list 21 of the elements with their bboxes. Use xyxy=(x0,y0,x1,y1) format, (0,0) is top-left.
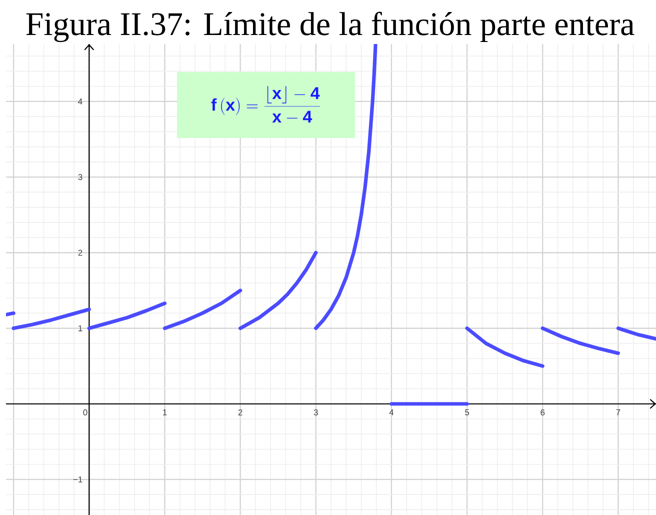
x-tick-label: 3 xyxy=(314,409,318,416)
x-tick-label: 4 xyxy=(389,409,394,416)
x-tick-label: 1 xyxy=(163,409,167,416)
line-series xyxy=(162,288,242,330)
line-series xyxy=(238,250,318,330)
annotation: $\mathbf{f}\,(\mathbf{x}) = \frac{\lfloor \mathbf{x} \rfloor - \mathbf{4}}{\mathbf{x} - \mathbf{4}}$ xyxy=(211,86,320,123)
y-tick-label: 2 xyxy=(78,250,82,256)
x-tick-label: 7 xyxy=(616,409,620,416)
chart-title: Figura II.37: Límite de la función parte entera xyxy=(26,12,634,42)
x-tick-label: 0 xyxy=(83,409,88,416)
line-series xyxy=(12,308,91,330)
x-tick-label: 6 xyxy=(540,409,545,416)
x-tick-label: 5 xyxy=(465,409,470,416)
y-tick-label: 1 xyxy=(78,325,82,332)
y-tick-label: 4 xyxy=(78,98,82,104)
y-tick-label: −1 xyxy=(73,476,82,482)
y-tick-label: 3 xyxy=(78,174,82,180)
x-tick-label: 2 xyxy=(238,409,242,416)
line-series xyxy=(540,326,620,356)
line-series xyxy=(465,326,544,368)
line-series xyxy=(87,302,167,330)
